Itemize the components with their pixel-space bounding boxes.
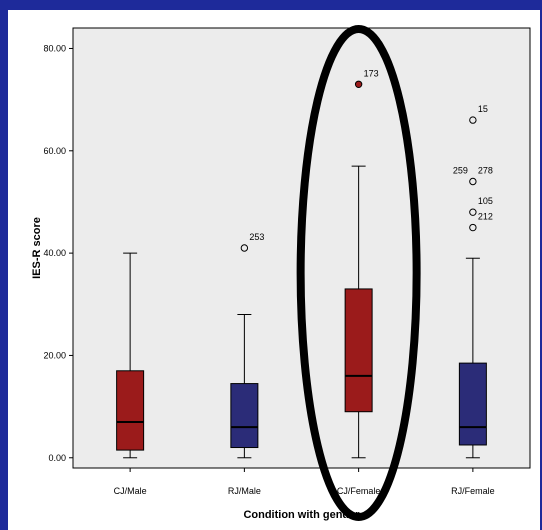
x-axis-title: Condition with gender [243, 509, 360, 521]
outlier-label: 173 [364, 68, 379, 78]
boxes-layer [116, 80, 487, 459]
box [344, 288, 373, 413]
y-tick-label: 80.00 [43, 43, 66, 53]
y-tick-label: 20.00 [43, 350, 66, 360]
box [230, 383, 259, 449]
category-label: CJ/Male [114, 486, 147, 496]
y-tick-label: 0.00 [48, 453, 66, 463]
outlier-label: 278 [478, 165, 493, 175]
highlight-ellipse [296, 25, 421, 521]
outlier-point [354, 80, 363, 88]
box [116, 370, 145, 451]
box [458, 362, 487, 446]
labels-layer: CJ/Male RJ/Male 253 CJ/Female 173 RJ/Female 15… [114, 68, 495, 496]
outlier-point [240, 244, 249, 252]
outlier-label: 15 [478, 104, 488, 114]
outlier-label: 253 [249, 232, 264, 242]
outlier-point [469, 116, 477, 124]
outlier-label: 105 [478, 196, 493, 206]
y-tick-label: 40.00 [43, 248, 66, 258]
y-axis-title: IES-R score [31, 217, 43, 279]
outlier-point [469, 223, 477, 232]
category-label: RJ/Male [228, 486, 261, 496]
category-label: CJ/Female [337, 486, 381, 496]
category-label: RJ/Female [451, 486, 495, 496]
axis-ticks: 0.00 20.00 40.00 60.00 80.00 [43, 43, 474, 472]
outlier-point [469, 208, 477, 216]
outlier-label: 212 [478, 212, 493, 222]
outlier-point [469, 177, 477, 186]
outlier-label: 259 [453, 165, 468, 175]
y-tick-label: 60.00 [43, 146, 66, 156]
